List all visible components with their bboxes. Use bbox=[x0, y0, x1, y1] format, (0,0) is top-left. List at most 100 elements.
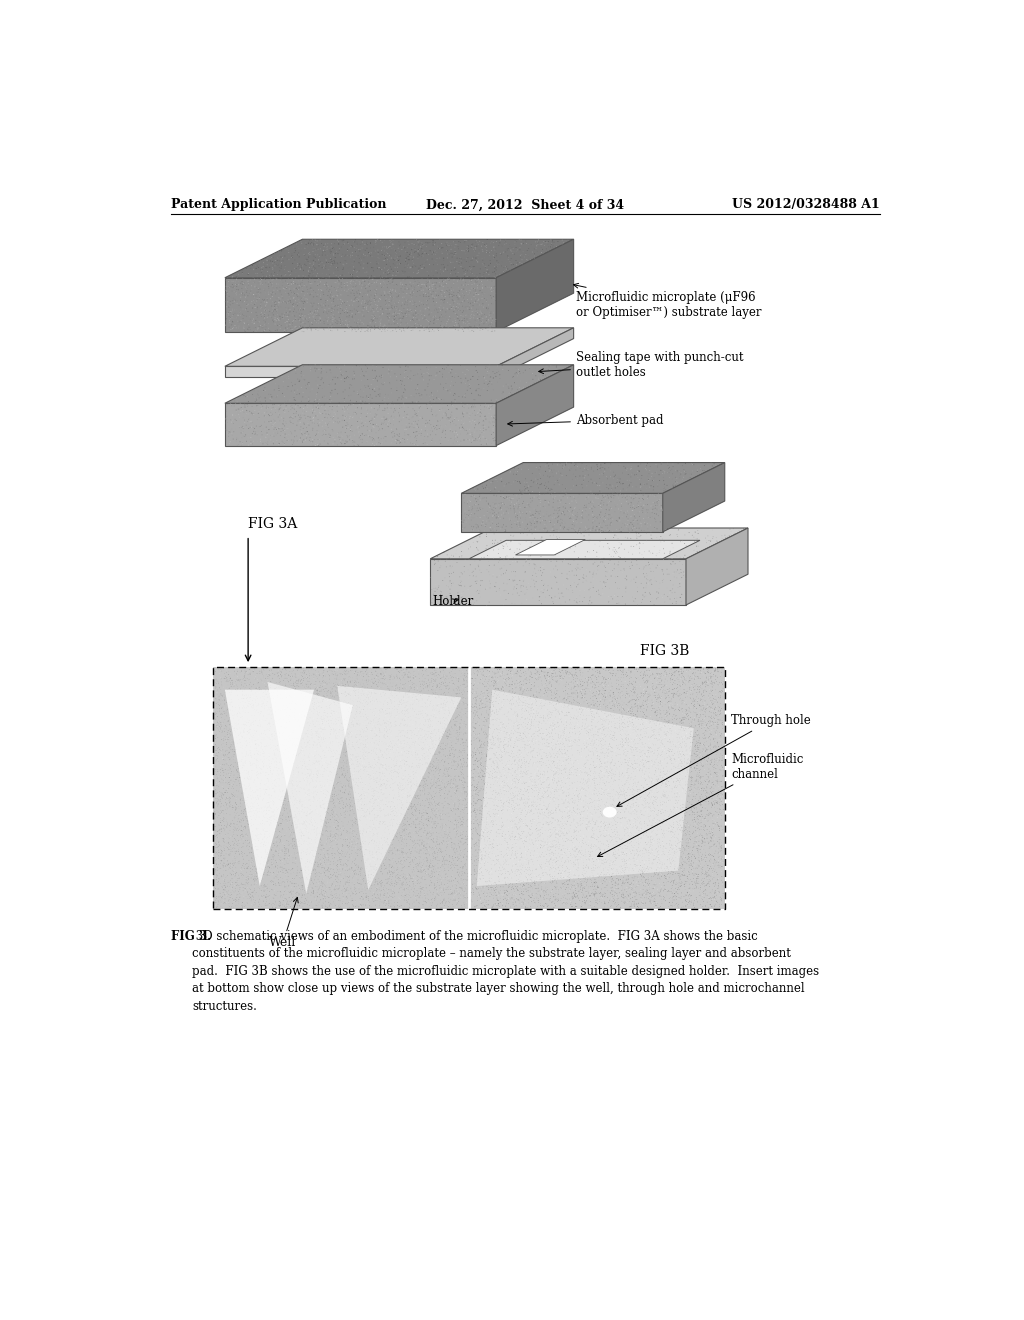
Point bbox=[257, 723, 273, 744]
Point bbox=[243, 718, 259, 739]
Point bbox=[550, 461, 566, 482]
Point bbox=[706, 774, 722, 795]
Point bbox=[458, 824, 474, 845]
Point bbox=[360, 689, 377, 710]
Point bbox=[417, 721, 433, 742]
Point bbox=[472, 681, 488, 702]
Point bbox=[259, 878, 275, 899]
Point bbox=[291, 304, 307, 325]
Point bbox=[470, 384, 486, 405]
Point bbox=[377, 814, 393, 836]
Point bbox=[615, 478, 632, 499]
Point bbox=[580, 871, 596, 892]
Point bbox=[266, 895, 283, 916]
Point bbox=[672, 888, 688, 909]
Point bbox=[666, 850, 682, 871]
Point bbox=[584, 504, 600, 525]
Point bbox=[389, 873, 406, 894]
Point bbox=[479, 228, 496, 249]
Point bbox=[296, 783, 312, 804]
Point bbox=[442, 420, 459, 441]
Point bbox=[449, 846, 465, 867]
Point bbox=[313, 370, 330, 391]
Point bbox=[260, 755, 276, 776]
Point bbox=[708, 701, 724, 722]
Point bbox=[242, 830, 258, 851]
Point bbox=[649, 543, 666, 564]
Point bbox=[212, 759, 228, 780]
Point bbox=[540, 777, 556, 799]
Point bbox=[460, 288, 476, 309]
Point bbox=[601, 871, 617, 892]
Point bbox=[291, 764, 307, 785]
Point bbox=[453, 808, 469, 829]
Point bbox=[557, 760, 573, 781]
Point bbox=[566, 572, 583, 593]
Point bbox=[279, 277, 295, 298]
Point bbox=[233, 758, 250, 779]
Point bbox=[481, 729, 498, 750]
Point bbox=[479, 744, 496, 766]
Point bbox=[495, 717, 511, 738]
Point bbox=[548, 833, 564, 854]
Point bbox=[347, 896, 364, 917]
Point bbox=[244, 840, 260, 861]
Point bbox=[425, 795, 441, 816]
Point bbox=[667, 895, 683, 916]
Point bbox=[702, 763, 719, 784]
Point bbox=[444, 556, 461, 577]
Point bbox=[633, 709, 649, 730]
Point bbox=[644, 826, 660, 847]
Point bbox=[651, 850, 668, 871]
Point bbox=[388, 748, 404, 770]
Point bbox=[382, 898, 398, 919]
Point bbox=[446, 781, 463, 803]
Point bbox=[571, 558, 588, 579]
Point bbox=[458, 832, 474, 853]
Point bbox=[480, 837, 497, 858]
Point bbox=[295, 850, 311, 871]
Point bbox=[373, 843, 389, 865]
Point bbox=[542, 506, 558, 527]
Point bbox=[224, 409, 241, 430]
Point bbox=[656, 781, 673, 803]
Point bbox=[490, 845, 507, 866]
Point bbox=[401, 799, 418, 820]
Point bbox=[640, 739, 656, 760]
Point bbox=[222, 667, 239, 688]
Point bbox=[636, 474, 652, 495]
Point bbox=[496, 230, 512, 251]
Point bbox=[326, 721, 342, 742]
Point bbox=[463, 259, 479, 280]
Point bbox=[391, 754, 408, 775]
Point bbox=[254, 693, 270, 714]
Point bbox=[712, 836, 728, 857]
Point bbox=[687, 665, 703, 686]
Point bbox=[211, 876, 227, 898]
Point bbox=[279, 869, 295, 890]
Point bbox=[465, 397, 481, 418]
Point bbox=[406, 822, 422, 843]
Point bbox=[295, 317, 311, 338]
Point bbox=[389, 657, 406, 678]
Point bbox=[249, 289, 265, 310]
Point bbox=[483, 424, 500, 445]
Point bbox=[396, 715, 413, 737]
Point bbox=[523, 792, 540, 813]
Point bbox=[675, 755, 691, 776]
Point bbox=[586, 866, 602, 887]
Point bbox=[245, 405, 261, 426]
Point bbox=[260, 673, 276, 694]
Point bbox=[628, 694, 644, 715]
Point bbox=[377, 754, 393, 775]
Point bbox=[694, 793, 711, 814]
Point bbox=[644, 664, 660, 685]
Point bbox=[364, 684, 380, 705]
Point bbox=[607, 838, 624, 859]
Point bbox=[652, 690, 669, 711]
Point bbox=[460, 694, 476, 715]
Point bbox=[715, 754, 731, 775]
Point bbox=[333, 425, 349, 446]
Point bbox=[693, 752, 710, 774]
Point bbox=[713, 739, 729, 760]
